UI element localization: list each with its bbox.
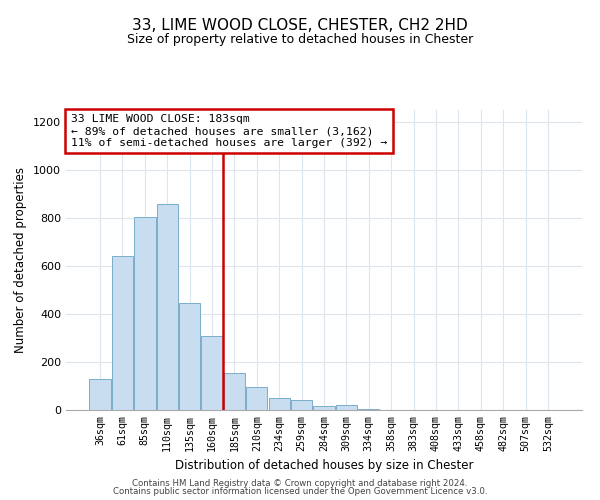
Bar <box>313 406 335 410</box>
Text: Contains public sector information licensed under the Open Government Licence v3: Contains public sector information licen… <box>113 487 487 496</box>
Bar <box>246 387 268 410</box>
Bar <box>89 379 111 410</box>
Y-axis label: Number of detached properties: Number of detached properties <box>14 167 28 353</box>
Text: 33 LIME WOOD CLOSE: 183sqm
← 89% of detached houses are smaller (3,162)
11% of s: 33 LIME WOOD CLOSE: 183sqm ← 89% of deta… <box>71 114 388 148</box>
Bar <box>134 217 155 410</box>
Text: 33, LIME WOOD CLOSE, CHESTER, CH2 2HD: 33, LIME WOOD CLOSE, CHESTER, CH2 2HD <box>132 18 468 32</box>
Bar <box>291 400 312 410</box>
Text: Contains HM Land Registry data © Crown copyright and database right 2024.: Contains HM Land Registry data © Crown c… <box>132 478 468 488</box>
X-axis label: Distribution of detached houses by size in Chester: Distribution of detached houses by size … <box>175 459 473 472</box>
Bar <box>157 204 178 410</box>
Bar <box>202 336 223 410</box>
Bar <box>112 256 133 410</box>
Bar <box>336 405 357 410</box>
Bar <box>179 303 200 410</box>
Bar <box>358 409 379 410</box>
Text: Size of property relative to detached houses in Chester: Size of property relative to detached ho… <box>127 32 473 46</box>
Bar <box>224 373 245 410</box>
Bar <box>269 398 290 410</box>
